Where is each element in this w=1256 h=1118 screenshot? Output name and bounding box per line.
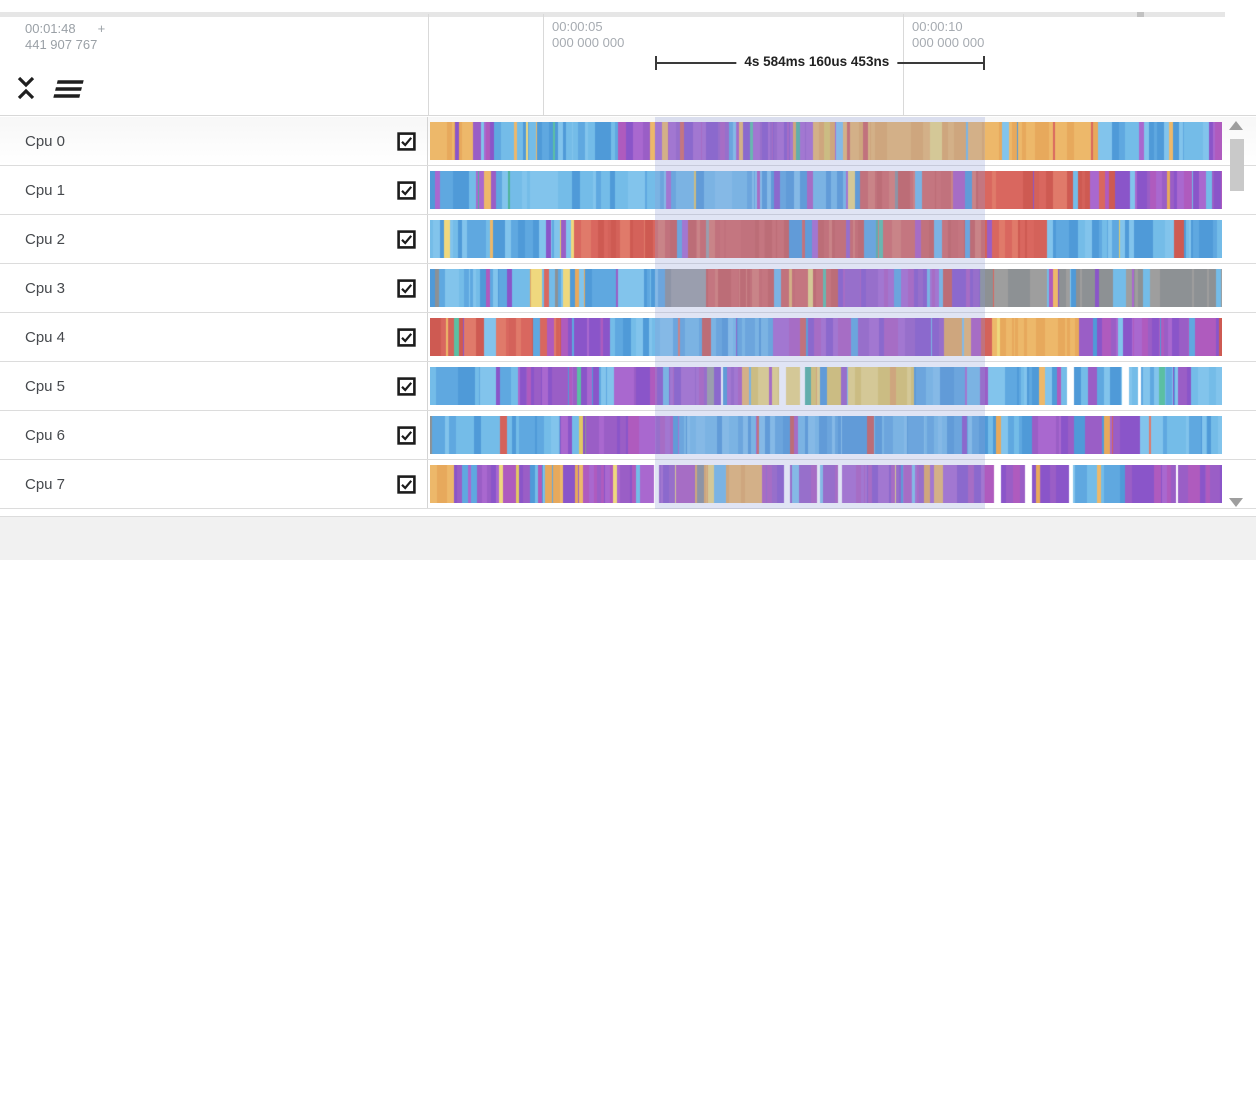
track-filter-menu-icon[interactable] — [50, 79, 84, 99]
cpu-track-canvas[interactable] — [430, 465, 1222, 503]
track-checkbox[interactable] — [397, 376, 416, 396]
overview-minimap[interactable] — [0, 12, 1225, 17]
origin-nanos: 441 907 767 — [25, 37, 98, 52]
track-checkbox[interactable] — [397, 278, 416, 298]
cpu-track-canvas[interactable] — [430, 122, 1222, 160]
track-sidebar-cell[interactable]: Cpu 4 — [0, 313, 428, 361]
cpu-track-row: Cpu 5 — [0, 362, 1256, 411]
timeline-origin-timestamp: 00:01:48 + 441 907 767 — [25, 21, 105, 53]
cpu-track-canvas[interactable] — [430, 171, 1222, 209]
cpu-track-row: Cpu 7 — [0, 460, 1256, 509]
cpu-track-row: Cpu 2 — [0, 215, 1256, 264]
tracks-scroll-up-icon[interactable] — [1229, 121, 1243, 130]
ruler-tick-10s — [903, 14, 904, 115]
cpu-track-label: Cpu 1 — [25, 181, 66, 199]
cpu-track-timeline[interactable] — [428, 411, 1256, 459]
track-sidebar-cell[interactable]: Cpu 6 — [0, 411, 428, 459]
cpu-track-rows: Cpu 0 Cpu 1 Cpu 2 Cpu 3 Cpu 4 Cpu 5 Cpu 6 Cpu 7 — [0, 117, 1256, 509]
track-sidebar-cell[interactable]: Cpu 7 — [0, 460, 428, 508]
cpu-track-row: Cpu 3 — [0, 264, 1256, 313]
cpu-track-canvas[interactable] — [430, 269, 1222, 307]
cpu-track-timeline[interactable] — [428, 460, 1256, 508]
cpu-track-label: Cpu 7 — [25, 475, 66, 493]
tracks-scroll-down-icon[interactable] — [1229, 498, 1243, 507]
tick-label-5s: 00:00:05 000 000 000 — [552, 19, 625, 50]
track-sidebar-cell[interactable]: Cpu 3 — [0, 264, 428, 312]
cpu-track-canvas[interactable] — [430, 220, 1222, 258]
track-sidebar-cell[interactable]: Cpu 2 — [0, 215, 428, 263]
timeline-header: 00:01:48 + 441 907 767 00:00:05 000 000 0… — [0, 0, 1256, 116]
cpu-track-label: Cpu 5 — [25, 377, 66, 395]
cpu-track-row: Cpu 0 — [0, 117, 1256, 166]
cpu-track-canvas[interactable] — [430, 318, 1222, 356]
track-checkbox[interactable] — [397, 327, 416, 347]
origin-time: 00:01:48 — [25, 21, 76, 36]
cpu-track-label: Cpu 0 — [25, 132, 66, 150]
tick-label-10s: 00:00:10 000 000 000 — [912, 19, 985, 50]
collapse-all-tracks-icon[interactable] — [14, 74, 38, 102]
track-checkbox[interactable] — [397, 425, 416, 445]
track-sidebar-cell[interactable]: Cpu 1 — [0, 166, 428, 214]
detail-panel-tabstrip: Current Selection — [0, 516, 1256, 560]
cpu-track-timeline[interactable] — [428, 166, 1256, 214]
track-sidebar-cell[interactable]: Cpu 0 — [0, 117, 428, 165]
cpu-track-canvas[interactable] — [430, 367, 1222, 405]
track-checkbox[interactable] — [397, 180, 416, 200]
area-selection-panel: Area Selection CPU by threadCPU by proce… — [0, 560, 1256, 1118]
cpu-track-timeline[interactable] — [428, 117, 1256, 165]
ruler-tick-5s — [543, 14, 544, 115]
selection-duration-ruler: 4s 584ms 160us 453ns — [655, 54, 985, 70]
track-sidebar-cell[interactable]: Cpu 5 — [0, 362, 428, 410]
cpu-track-row: Cpu 4 — [0, 313, 1256, 362]
cpu-tracks-panel: Cpu 0 Cpu 1 Cpu 2 Cpu 3 Cpu 4 Cpu 5 Cpu 6 Cpu 7 — [0, 117, 1256, 510]
cpu-track-canvas[interactable] — [430, 416, 1222, 454]
cpu-track-timeline[interactable] — [428, 362, 1256, 410]
cpu-track-timeline[interactable] — [428, 215, 1256, 263]
cpu-track-label: Cpu 6 — [25, 426, 66, 444]
origin-plus: + — [97, 21, 106, 36]
cpu-track-row: Cpu 6 — [0, 411, 1256, 460]
minimap-marker — [1137, 12, 1144, 17]
track-checkbox[interactable] — [397, 474, 416, 494]
cpu-track-label: Cpu 3 — [25, 279, 66, 297]
cpu-track-timeline[interactable] — [428, 264, 1256, 312]
cpu-track-label: Cpu 4 — [25, 328, 66, 346]
selection-duration-label: 4s 584ms 160us 453ns — [736, 54, 898, 69]
tracks-scrollbar-thumb[interactable] — [1230, 139, 1244, 191]
cpu-track-row: Cpu 1 — [0, 166, 1256, 215]
sidebar-track-divider — [428, 14, 429, 115]
track-checkbox[interactable] — [397, 131, 416, 151]
cpu-track-timeline[interactable] — [428, 313, 1256, 361]
track-checkbox[interactable] — [397, 229, 416, 249]
cpu-track-label: Cpu 2 — [25, 230, 66, 248]
